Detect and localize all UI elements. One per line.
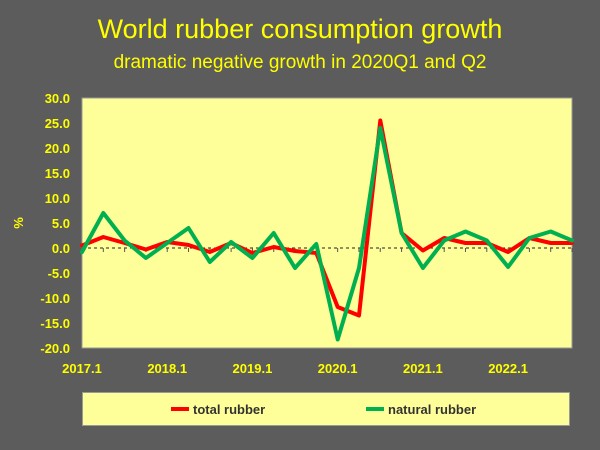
legend-label-total-rubber: total rubber bbox=[193, 401, 266, 417]
legend-swatch-total-rubber bbox=[171, 407, 189, 411]
plot-area bbox=[81, 97, 573, 349]
legend-item-natural-rubber: natural rubber bbox=[366, 401, 476, 417]
series-line-natural-rubber bbox=[80, 126, 574, 342]
y-tick-label: 15.0 bbox=[45, 166, 70, 181]
x-tick-label: 2020.1 bbox=[318, 361, 358, 376]
y-tick-label: 5.0 bbox=[52, 216, 70, 231]
y-axis-label: % bbox=[11, 217, 26, 229]
x-tick-label: 2018.1 bbox=[147, 361, 187, 376]
x-tick-label: 2022.1 bbox=[488, 361, 528, 376]
y-tick-label: 0.0 bbox=[52, 241, 70, 256]
chart-legend: total rubber natural rubber bbox=[82, 392, 570, 426]
chart-subtitle: dramatic negative growth in 2020Q1 and Q… bbox=[113, 52, 487, 73]
y-tick-label: 10.0 bbox=[45, 191, 70, 206]
y-tick-label: 25.0 bbox=[45, 116, 70, 131]
y-tick-label: -15.0 bbox=[40, 316, 70, 331]
legend-item-total-rubber: total rubber bbox=[171, 401, 265, 417]
chart-title: World rubber consumption growth bbox=[97, 14, 503, 44]
x-tick-label: 2017.1 bbox=[62, 361, 102, 376]
y-tick-label: -5.0 bbox=[48, 266, 70, 281]
x-tick-label: 2019.1 bbox=[233, 361, 273, 376]
x-tick-label: 2021.1 bbox=[403, 361, 443, 376]
y-tick-label: 30.0 bbox=[45, 91, 70, 106]
y-tick-label: 20.0 bbox=[45, 141, 70, 156]
y-tick-label: -10.0 bbox=[40, 291, 70, 306]
line-chart: 30.0 25.0 20.0 15.0 10.0 5.0 0.0 -5.0 -10.0 -15.0… bbox=[11, 91, 574, 376]
y-tick-label: -20.0 bbox=[40, 341, 70, 356]
legend-swatch-natural-rubber bbox=[366, 407, 384, 411]
legend-label-natural-rubber: natural rubber bbox=[388, 401, 477, 417]
